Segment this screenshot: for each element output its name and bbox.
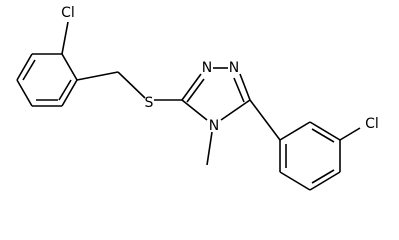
bond bbox=[311, 128, 335, 143]
bond bbox=[16, 53, 33, 81]
atom-label: Cl bbox=[365, 116, 379, 132]
bond bbox=[181, 99, 208, 121]
bond bbox=[61, 21, 69, 55]
bond bbox=[16, 79, 33, 107]
bond bbox=[279, 121, 311, 141]
bond bbox=[58, 79, 72, 101]
atom-label: N bbox=[209, 118, 219, 134]
bond bbox=[61, 79, 78, 107]
bond bbox=[279, 171, 311, 191]
bond bbox=[206, 131, 213, 166]
bond bbox=[61, 53, 78, 81]
bond bbox=[309, 171, 341, 191]
bond bbox=[76, 71, 119, 81]
atom-label: Cl bbox=[61, 5, 75, 21]
bond bbox=[309, 121, 341, 141]
bond bbox=[22, 59, 36, 81]
atom-label: S bbox=[145, 95, 154, 111]
structure: Cl S N N N Cl bbox=[16, 5, 379, 191]
atom-label: N bbox=[202, 60, 212, 76]
page: Cl S N N N Cl (() => { const data = JSON… bbox=[16, 5, 379, 191]
bond bbox=[220, 99, 251, 121]
bond bbox=[311, 169, 335, 184]
bond bbox=[117, 71, 146, 99]
bond bbox=[186, 78, 205, 103]
bond bbox=[339, 127, 361, 141]
bonds bbox=[16, 21, 361, 191]
atom-label: N bbox=[229, 60, 239, 76]
bond bbox=[249, 99, 281, 141]
bond bbox=[181, 73, 202, 101]
bond bbox=[233, 77, 245, 103]
bond bbox=[239, 73, 251, 101]
